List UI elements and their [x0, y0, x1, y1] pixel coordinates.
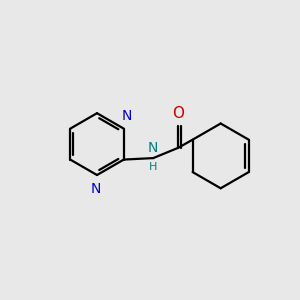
Text: N: N — [122, 110, 133, 123]
Text: N: N — [148, 141, 158, 154]
Text: O: O — [172, 106, 184, 121]
Text: N: N — [90, 182, 101, 196]
Text: H: H — [149, 162, 158, 172]
